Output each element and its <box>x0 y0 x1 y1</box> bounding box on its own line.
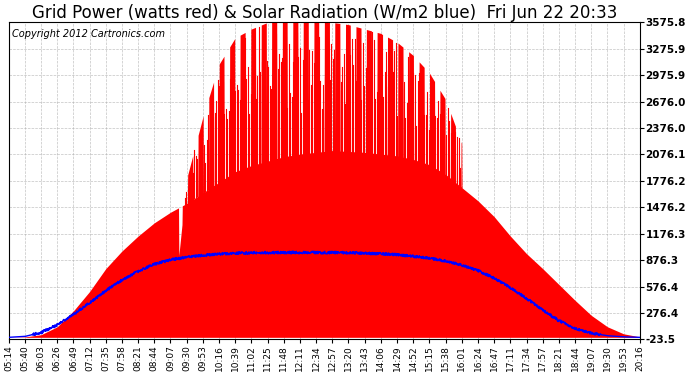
Title: Grid Power (watts red) & Solar Radiation (W/m2 blue)  Fri Jun 22 20:33: Grid Power (watts red) & Solar Radiation… <box>32 4 617 22</box>
Text: Copyright 2012 Cartronics.com: Copyright 2012 Cartronics.com <box>12 28 165 39</box>
